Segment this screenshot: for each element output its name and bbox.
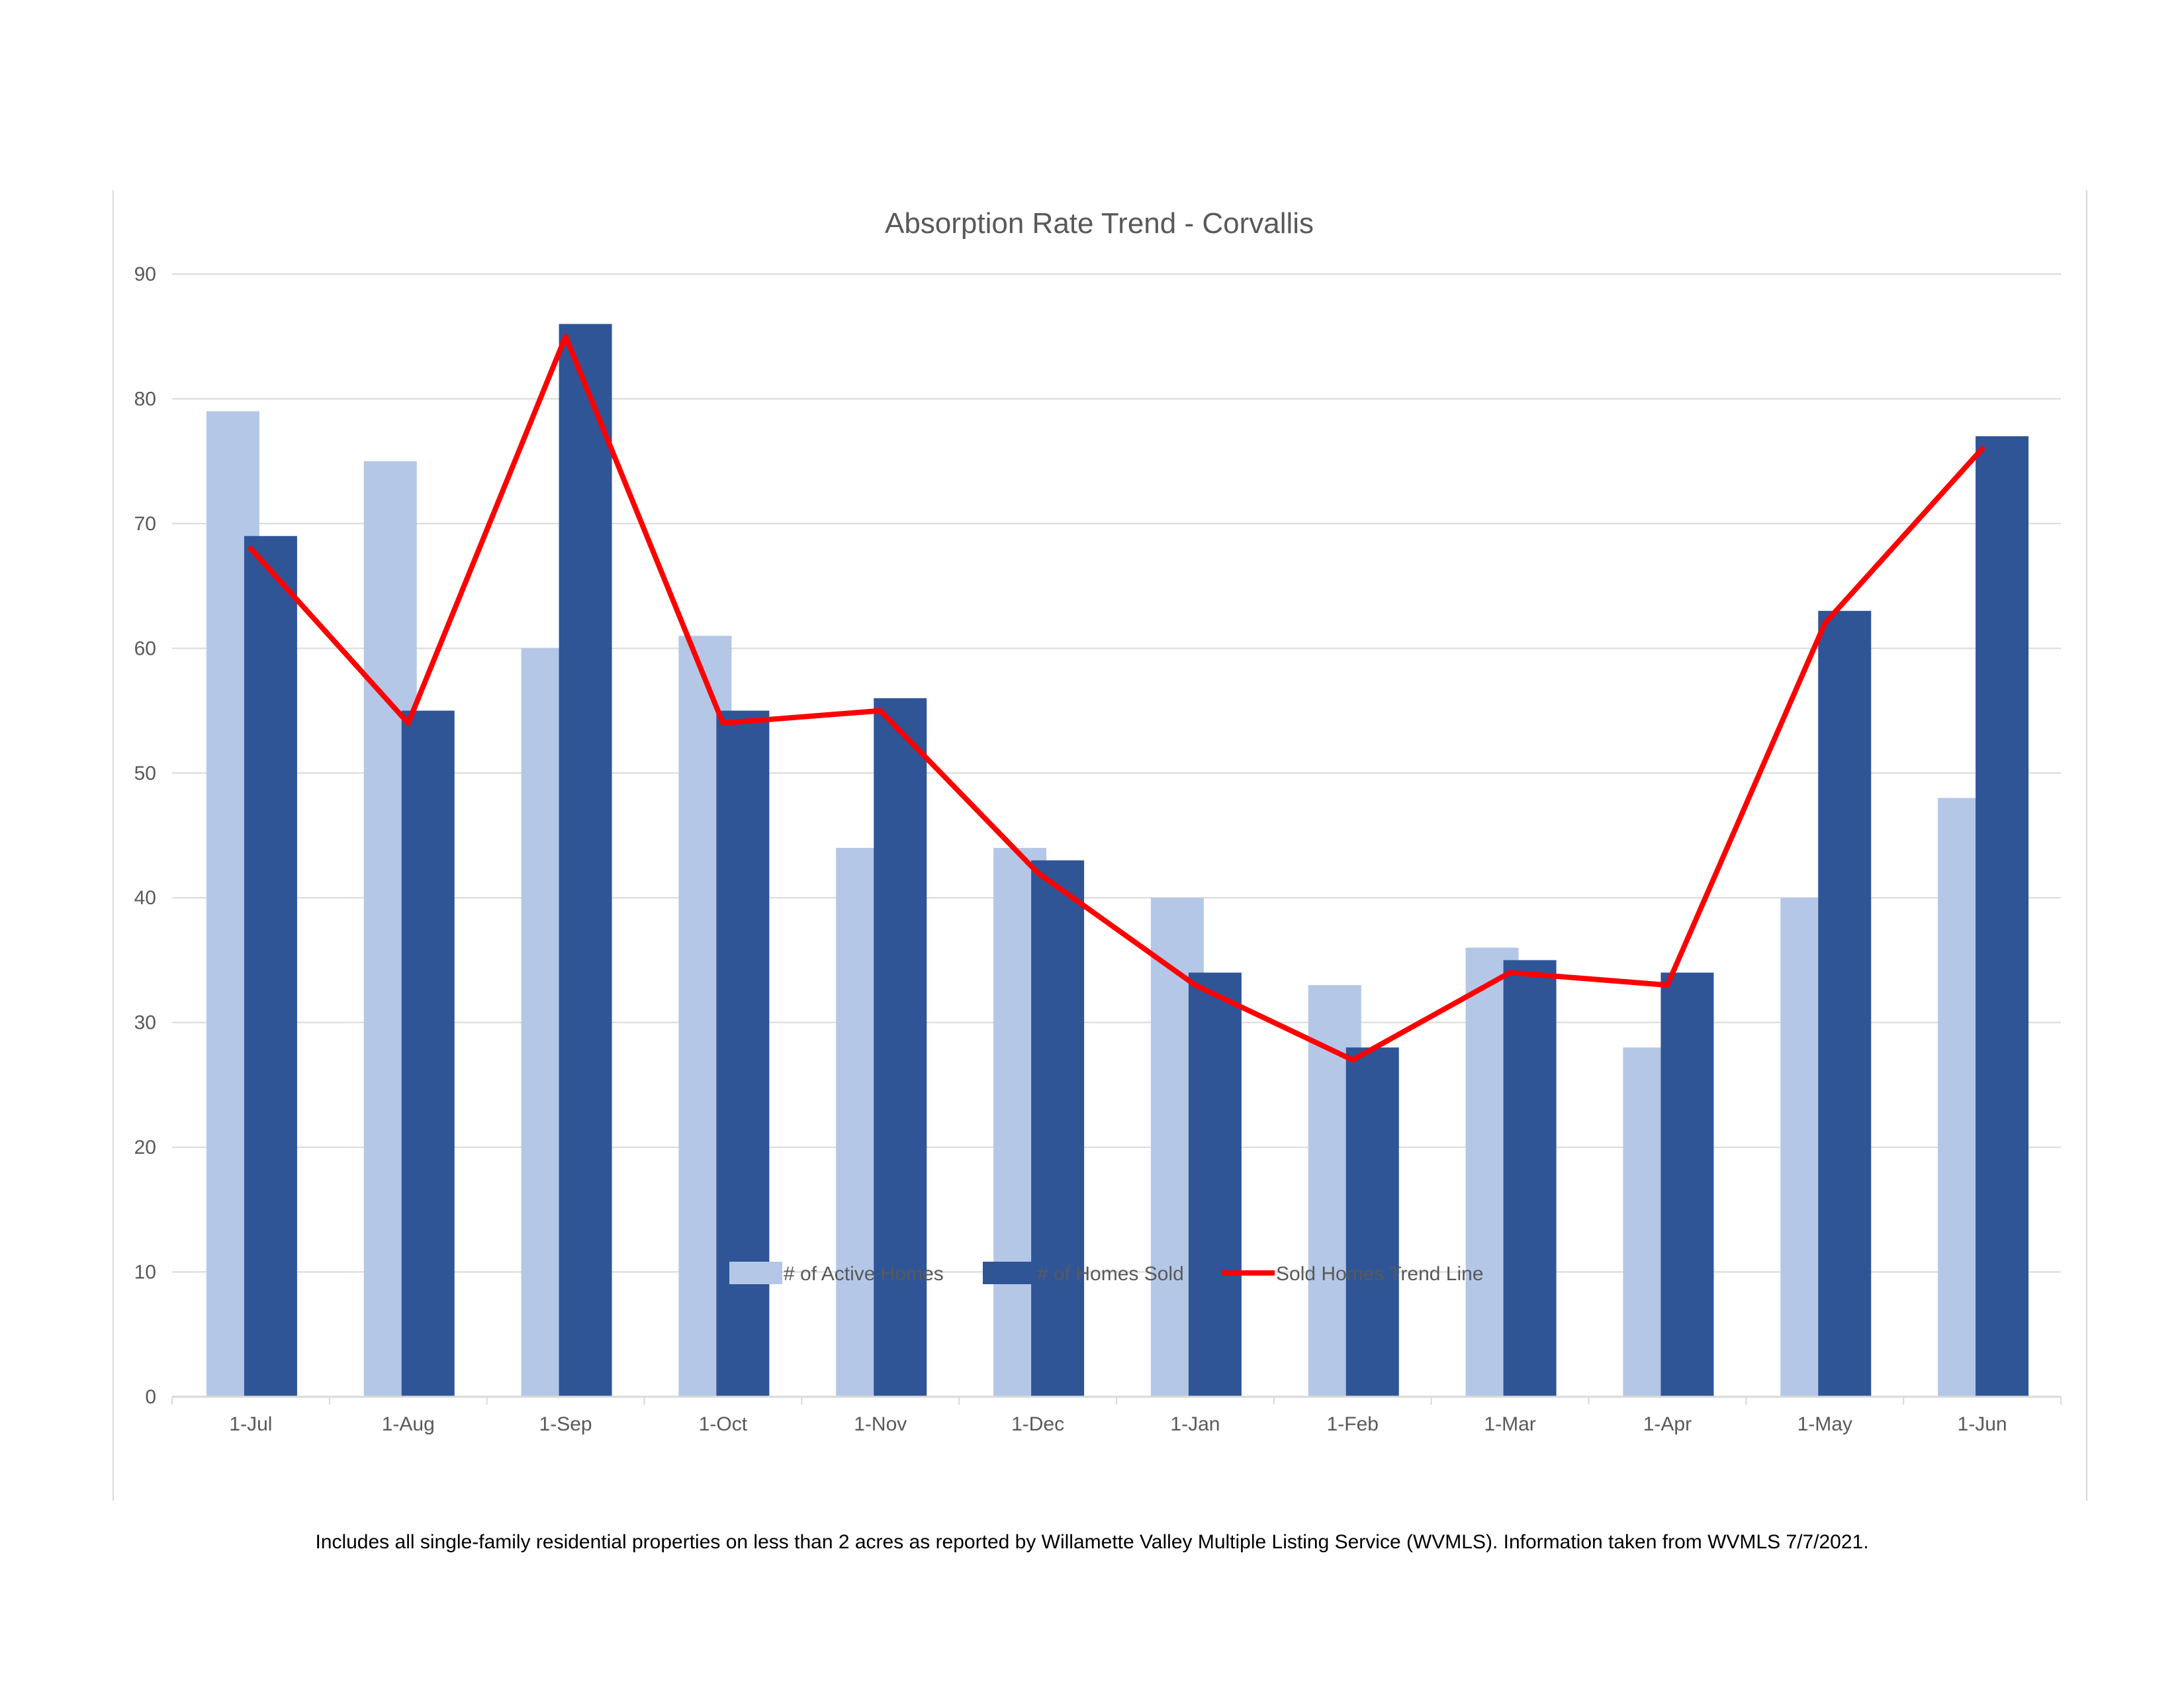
- trend-line: [248, 334, 1985, 1063]
- x-tick-label: 1-Mar: [1484, 1413, 1535, 1435]
- bar-homes-sold: [401, 710, 455, 1397]
- bar-homes-sold: [1818, 610, 1872, 1397]
- trend-point: [1037, 872, 1039, 874]
- x-tick-label: 1-Sep: [539, 1413, 592, 1435]
- trend-point: [407, 722, 409, 724]
- y-tick-label: 0: [145, 1386, 156, 1408]
- bar-homes-sold: [244, 536, 297, 1397]
- x-tick-label: 1-May: [1797, 1413, 1852, 1435]
- x-axis-ticks: 1-Jul 1-Aug 1-Sep 1-Oct 1-Nov 1-Dec 1-Jan 1-Feb…: [229, 1413, 2007, 1435]
- trend-line-layer: [248, 334, 1985, 1063]
- y-tick-label: 90: [134, 263, 156, 285]
- chart-title: Absorption Rate Trend - Corvallis: [885, 207, 1314, 240]
- bar-homes-sold: [1661, 972, 1714, 1397]
- x-tick-label: 1-Aug: [382, 1413, 435, 1435]
- trend-point: [565, 336, 567, 338]
- trend-point: [1509, 972, 1511, 974]
- bar-homes-sold: [1503, 960, 1557, 1397]
- chart-frame: Absorption Rate Trend - Corvallis 0 10 20 3…: [113, 190, 2087, 1501]
- bar-homes-sold: [1976, 436, 2029, 1397]
- bars: [206, 324, 2029, 1397]
- legend-swatch: [729, 1262, 782, 1284]
- bar-homes-sold: [874, 698, 927, 1397]
- y-tick-label: 60: [134, 637, 156, 659]
- trend-point: [880, 710, 882, 712]
- legend-swatch: [983, 1262, 1036, 1284]
- x-tick-label: 1-Apr: [1643, 1413, 1692, 1435]
- legend-label: # of Homes Sold: [1037, 1263, 1184, 1285]
- absorption-rate-chart: Absorption Rate Trend - Corvallis 0 10 20 3…: [134, 207, 2062, 1435]
- y-tick-label: 20: [134, 1137, 156, 1158]
- footnote: Includes all single-family residential p…: [315, 1531, 1869, 1553]
- trend-point: [1824, 622, 1826, 624]
- x-tick-label: 1-Oct: [699, 1413, 748, 1435]
- trend-point: [722, 722, 724, 724]
- bar-homes-sold: [1031, 860, 1085, 1397]
- trend-point: [1194, 984, 1196, 986]
- legend-label: Sold Homes Trend Line: [1276, 1263, 1484, 1285]
- bar-homes-sold: [1188, 972, 1242, 1397]
- x-tick-label: 1-Jun: [1958, 1413, 2007, 1435]
- trend-point: [250, 547, 251, 549]
- x-axis: [171, 1395, 2062, 1405]
- x-tick-label: 1-Dec: [1011, 1413, 1064, 1435]
- bar-homes-sold: [559, 324, 612, 1397]
- y-tick-label: 40: [134, 887, 156, 909]
- x-tick-label: 1-Nov: [854, 1413, 907, 1435]
- y-tick-label: 10: [134, 1262, 156, 1284]
- y-tick-label: 30: [134, 1012, 156, 1034]
- y-axis-ticks: 0 10 20 30 40 50 60 70 80 90: [134, 263, 156, 1408]
- x-tick-label: 1-Jan: [1170, 1413, 1220, 1435]
- y-tick-label: 70: [134, 513, 156, 535]
- legend-label: # of Active Homes: [784, 1263, 944, 1285]
- y-tick-label: 50: [134, 763, 156, 784]
- trend-point: [1981, 447, 1983, 449]
- trend-point: [1666, 984, 1668, 986]
- legend: # of Active Homes # of Homes Sold Sold Hom…: [729, 1262, 1484, 1285]
- y-tick-label: 80: [134, 388, 156, 410]
- gridlines: [172, 273, 2061, 1273]
- trend-point: [1351, 1059, 1353, 1061]
- x-tick-label: 1-Feb: [1327, 1413, 1379, 1435]
- x-tick-label: 1-Jul: [229, 1413, 272, 1435]
- bar-homes-sold: [716, 710, 770, 1397]
- bar-homes-sold: [1345, 1047, 1399, 1397]
